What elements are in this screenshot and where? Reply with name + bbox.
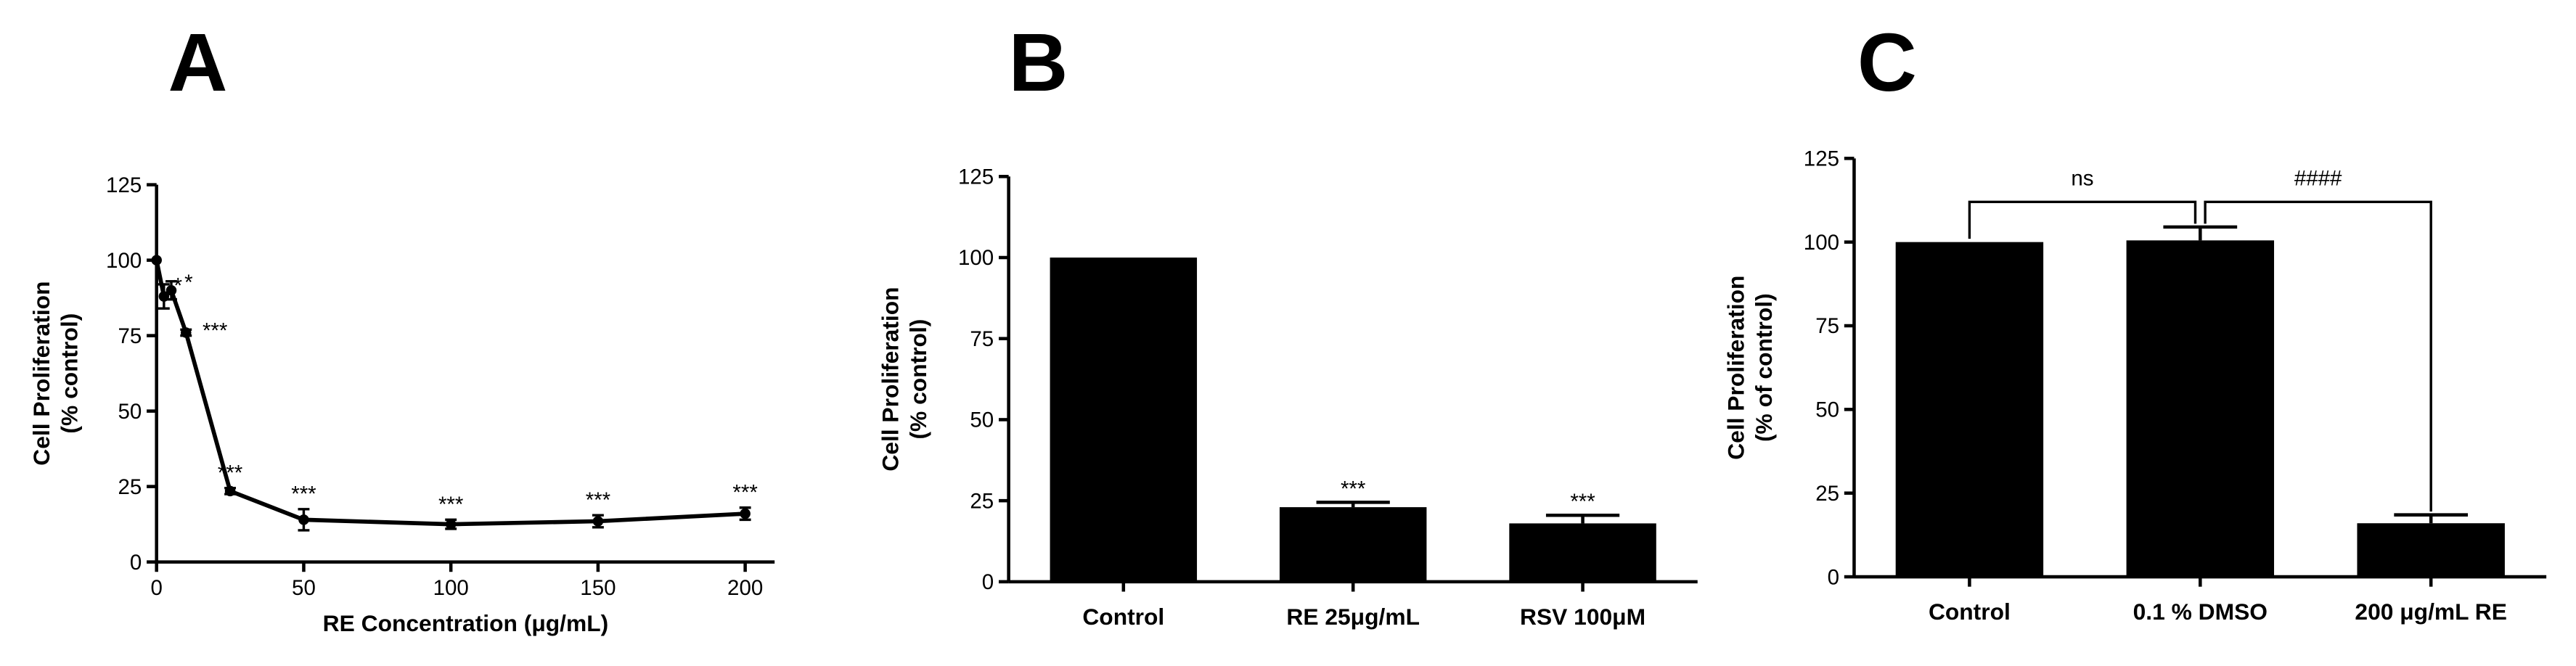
x-tick-label: 200 μg/mL RE — [2355, 599, 2507, 625]
y-tick-label: 75 — [970, 327, 994, 351]
x-tick-label: 50 — [292, 576, 316, 600]
significance-label: *** — [218, 461, 243, 485]
y-tick-label: 75 — [1815, 314, 1839, 338]
y-tick-label: 25 — [1815, 482, 1839, 506]
point — [165, 284, 177, 296]
y-axis-label: (% control) — [905, 319, 931, 440]
bar — [1050, 258, 1198, 582]
y-tick-label: 125 — [1804, 147, 1839, 171]
y-tick-label: 100 — [106, 249, 142, 273]
comparison-label: #### — [2294, 167, 2342, 191]
significance-label: *** — [203, 319, 228, 343]
y-tick-label: 125 — [958, 165, 994, 189]
panel-label: B — [1009, 17, 1068, 109]
significance-label: *** — [586, 488, 611, 512]
panel-label: C — [1857, 17, 1917, 109]
point — [592, 516, 604, 527]
y-tick-label: 25 — [118, 475, 142, 499]
y-tick-label: 0 — [130, 551, 142, 575]
y-axis-label: Cell Proliferation — [28, 281, 54, 466]
panel-label: A — [168, 17, 227, 109]
bar — [2357, 523, 2505, 577]
bar — [1895, 242, 2044, 577]
x-tick-label: RSV 100μM — [1520, 604, 1645, 630]
bar — [1279, 507, 1427, 582]
significance-label: *** — [291, 482, 316, 506]
point — [224, 485, 236, 497]
y-tick-label: 100 — [1804, 231, 1839, 255]
point — [445, 519, 457, 530]
y-axis-label: Cell Proliferation — [877, 287, 903, 471]
y-tick-label: 0 — [1828, 565, 1839, 589]
x-tick-label: Control — [1929, 599, 2011, 625]
significance-label: *** — [438, 493, 464, 517]
x-tick-label: 150 — [580, 576, 616, 600]
bar — [2126, 240, 2275, 577]
x-tick-label: 200 — [727, 576, 763, 600]
x-axis-label: RE Concentration (μg/mL) — [323, 610, 609, 636]
y-axis-label: (% control) — [57, 313, 83, 434]
y-tick-label: 100 — [958, 246, 994, 270]
comparison-bracket — [1968, 200, 2197, 239]
y-axis-label: Cell Proliferation — [1722, 276, 1749, 460]
y-tick-label: 50 — [1815, 398, 1839, 422]
point — [180, 327, 192, 338]
point — [740, 508, 751, 519]
significance-label: * — [184, 271, 193, 295]
y-tick-label: 50 — [118, 400, 142, 424]
x-tick-label: RE 25μg/mL — [1286, 604, 1420, 630]
x-tick-label: 0 — [150, 576, 162, 600]
comparison-label: ns — [2071, 167, 2093, 191]
comparison-bracket — [2204, 200, 2432, 512]
x-tick-label: Control — [1082, 604, 1164, 630]
significance-label: *** — [732, 480, 758, 504]
line — [154, 260, 745, 527]
y-tick-label: 125 — [106, 173, 142, 197]
significance-label: *** — [1341, 477, 1366, 501]
significance-label: * — [173, 274, 182, 297]
y-tick-label: 75 — [118, 324, 142, 348]
y-tick-label: 0 — [982, 570, 994, 594]
x-tick-label: 0.1 % DMSO — [2133, 599, 2268, 625]
x-tick-label: 100 — [433, 576, 469, 600]
y-axis-label: (% of control) — [1751, 293, 1777, 442]
point — [151, 255, 162, 266]
bar — [1509, 523, 1656, 582]
point — [298, 514, 309, 525]
y-tick-label: 25 — [970, 489, 994, 513]
y-tick-label: 50 — [970, 408, 994, 432]
significance-label: *** — [1570, 490, 1595, 514]
